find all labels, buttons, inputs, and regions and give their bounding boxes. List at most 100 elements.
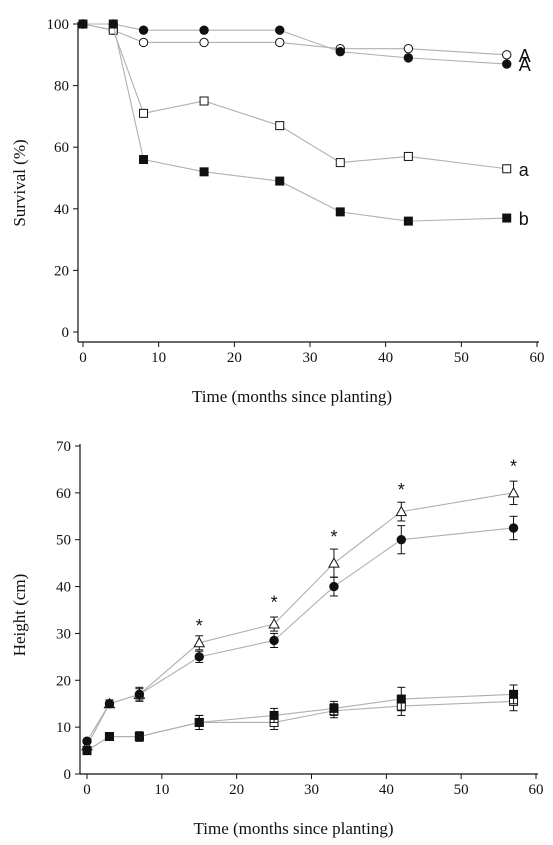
- x-tick-label: 20: [229, 782, 244, 798]
- significance-marker: *: [196, 616, 203, 636]
- series-open-square: [82, 691, 519, 756]
- data-point: [199, 167, 209, 177]
- data-point: [335, 158, 345, 168]
- x-tick-label: 0: [79, 350, 87, 366]
- series-filled-circle: [82, 515, 519, 746]
- y-tick-label: 60: [56, 486, 71, 502]
- x-tick-label: 60: [530, 350, 545, 366]
- data-point: [138, 37, 149, 48]
- data-point: [396, 694, 406, 704]
- data-point: [335, 47, 345, 57]
- data-point: [403, 53, 414, 63]
- x-tick-label: 30: [303, 350, 318, 366]
- data-point: [507, 486, 520, 498]
- data-point: [329, 581, 339, 592]
- y-tick-label: 50: [56, 533, 71, 549]
- series-letter-label: A: [519, 46, 531, 66]
- y-tick-label: 10: [56, 720, 71, 736]
- data-point: [268, 618, 280, 629]
- data-point: [199, 96, 209, 106]
- data-point: [329, 703, 339, 713]
- x-tick-label: 60: [529, 782, 544, 798]
- data-point: [108, 19, 118, 29]
- data-point: [509, 689, 519, 699]
- data-point: [194, 717, 204, 727]
- data-point: [82, 736, 92, 746]
- data-point: [275, 121, 285, 131]
- data-point: [269, 710, 279, 720]
- data-point: [395, 505, 408, 517]
- data-point: [403, 151, 413, 161]
- data-point: [78, 19, 88, 29]
- y-tick-label: 80: [54, 79, 69, 95]
- series-open-triangle: [81, 480, 520, 751]
- series-line: [86, 693, 514, 752]
- data-point: [508, 523, 519, 533]
- x-tick-label: 20: [227, 350, 242, 366]
- data-point: [328, 557, 340, 568]
- x-tick-label: 10: [154, 782, 169, 798]
- y-tick-label: 40: [54, 202, 69, 218]
- x-tick-label: 40: [379, 782, 394, 798]
- data-point: [199, 25, 209, 35]
- data-point: [335, 207, 345, 217]
- data-point: [139, 108, 149, 118]
- survival-chart: 0 20 40 60 80 100 0 10 20 30 40 50 60 Time (months si…: [10, 17, 545, 406]
- y-tick-label: 20: [56, 673, 71, 689]
- series-line: [86, 492, 514, 747]
- x-tick-label: 10: [151, 350, 166, 366]
- y-tick-label: 30: [56, 626, 71, 642]
- height-chart: 0 10 20 30 40 50 60 70 0 10 20 30 40 50 60 Time (months…: [10, 439, 544, 838]
- data-point: [199, 37, 209, 48]
- series-filled-square: b: [78, 19, 529, 229]
- data-point: [134, 689, 145, 700]
- x-tick-label: 0: [83, 782, 91, 798]
- x-axis-title: Time (months since planting): [193, 819, 393, 838]
- data-point: [275, 37, 285, 48]
- data-point: [403, 43, 414, 54]
- x-axis-title: Time (months since planting): [192, 387, 392, 406]
- y-tick-label: 20: [54, 263, 69, 279]
- data-point: [502, 164, 512, 174]
- y-tick-label: 40: [56, 580, 71, 596]
- y-tick-label: 0: [62, 325, 70, 341]
- series-line: [82, 23, 507, 170]
- series-filled-square: [82, 684, 519, 756]
- significance-marker: *: [510, 457, 517, 477]
- y-tick-label: 70: [56, 439, 71, 455]
- data-point: [104, 699, 115, 709]
- data-point: [403, 216, 413, 226]
- series-line: [83, 23, 507, 65]
- data-point: [269, 635, 279, 646]
- series-line: [83, 23, 507, 222]
- data-point: [139, 155, 149, 165]
- series-line: [86, 700, 514, 752]
- series-line: [82, 23, 507, 56]
- data-point: [193, 636, 206, 648]
- significance-marker: *: [330, 527, 337, 547]
- data-point: [194, 652, 204, 662]
- x-tick-label: 30: [304, 782, 319, 798]
- y-axis-title: Height (cm): [10, 574, 29, 657]
- data-point: [502, 50, 512, 60]
- series-filled-circle: A: [78, 19, 531, 75]
- y-tick-label: 60: [54, 140, 69, 156]
- series-letter-label: b: [519, 209, 529, 229]
- y-axis-title: Survival (%): [10, 139, 29, 226]
- data-point: [134, 732, 144, 742]
- y-tick-label: 100: [47, 17, 70, 33]
- data-point: [104, 732, 114, 742]
- y-tick-label: 0: [64, 767, 72, 783]
- data-point: [502, 59, 512, 69]
- data-point: [138, 25, 149, 35]
- x-tick-label: 50: [454, 350, 469, 366]
- series-line: [86, 527, 514, 742]
- series-letter-label: A: [519, 55, 531, 75]
- data-point: [275, 176, 285, 186]
- series-letter-label: a: [519, 160, 530, 180]
- data-point: [502, 213, 512, 223]
- x-tick-label: 40: [378, 350, 393, 366]
- significance-marker: *: [271, 593, 278, 613]
- data-point: [275, 25, 285, 35]
